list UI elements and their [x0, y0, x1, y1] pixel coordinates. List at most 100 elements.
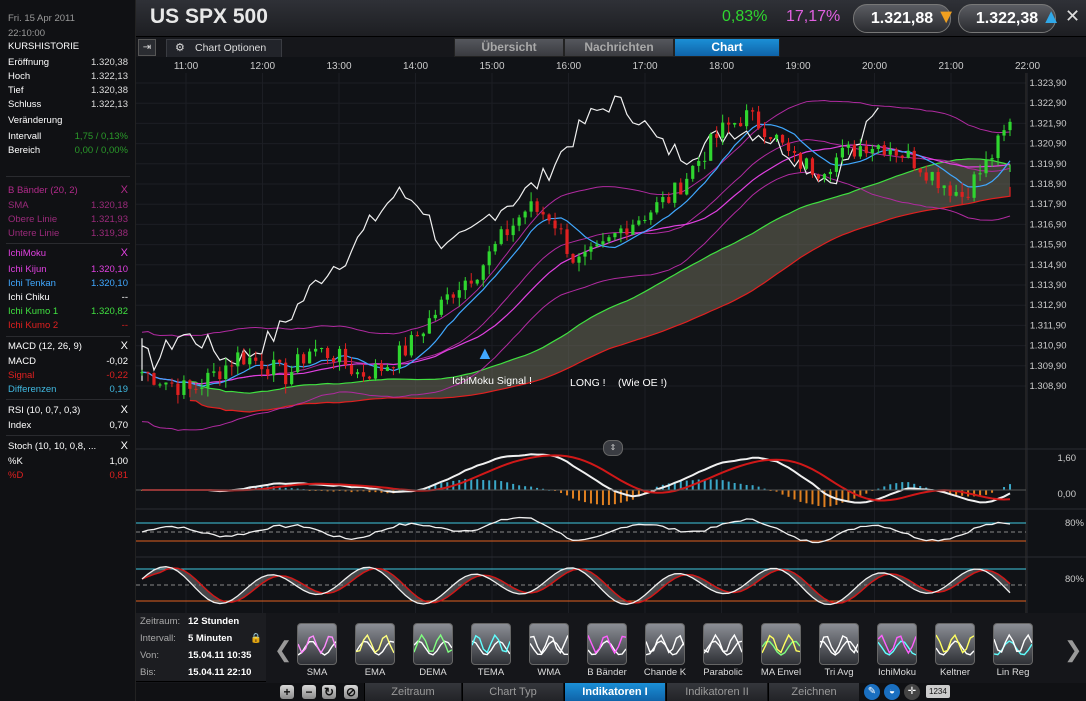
shapes-icon[interactable]: ◒ — [884, 684, 900, 700]
indicator-ema[interactable]: EMA — [352, 623, 398, 679]
indicator-ma-envel[interactable]: MA Envel — [758, 623, 804, 679]
tab-chart-type[interactable]: Chart Typ — [462, 683, 563, 701]
indicator-label: Chande K — [643, 667, 687, 678]
tab-news[interactable]: Nachrichten — [564, 38, 674, 57]
indicator-b-b-nder[interactable]: B Bänder — [584, 623, 630, 679]
bollinger-upper — [141, 100, 1011, 337]
chart-options-tab[interactable]: ⚙ Chart Optionen — [166, 39, 282, 57]
bollinger-sma-row: SMA 1.320,18 — [8, 200, 128, 211]
pane-resize-handle[interactable]: ⇕ — [603, 440, 623, 456]
lock-icon[interactable]: 🔒 — [250, 633, 262, 644]
candle-body — [900, 155, 904, 158]
candle-body — [918, 168, 922, 173]
candle-body — [864, 146, 868, 154]
macd-histogram-bar — [709, 479, 712, 490]
candle-body — [727, 122, 731, 125]
indicator-tri-avg[interactable]: Tri Avg — [816, 623, 862, 679]
macd-line — [142, 453, 1011, 504]
candle-body — [876, 145, 880, 149]
sell-price: 1.321,88 — [870, 10, 934, 27]
macd-close-button[interactable]: X — [120, 340, 128, 352]
indicator-keltner[interactable]: Keltner — [932, 623, 978, 679]
rsi-close-button[interactable]: X — [120, 404, 128, 416]
macd-histogram-bar — [362, 490, 365, 492]
indicator-ichimoku[interactable]: IchiMoku — [874, 623, 920, 679]
tab-chart[interactable]: Chart — [674, 38, 780, 57]
time-label: 14:00 — [403, 61, 428, 72]
macd-histogram-bar — [751, 485, 754, 490]
ichimoku-cloud — [189, 158, 1011, 412]
candle-body — [571, 253, 575, 263]
tab-indicators-2[interactable]: Indikatoren II — [666, 683, 767, 701]
crosshair-icon[interactable]: ✛ — [904, 684, 920, 700]
ichimoku-close-button[interactable]: X — [120, 247, 128, 259]
indicator-sma[interactable]: SMA — [294, 623, 340, 679]
indicator-tema[interactable]: TEMA — [468, 623, 514, 679]
bollinger-close-button[interactable]: X — [120, 184, 128, 196]
candle-body — [637, 220, 641, 225]
macd-histogram-bar — [368, 490, 371, 493]
candle-body — [685, 178, 689, 195]
candle-body — [146, 372, 150, 374]
macd-histogram-bar — [721, 480, 724, 490]
time-label: 13:00 — [326, 61, 351, 72]
tab-timespan[interactable]: Zeitraum — [364, 683, 461, 701]
zoom-in-button[interactable]: + — [280, 685, 294, 699]
candle-body — [385, 367, 390, 371]
time-label: 20:00 — [862, 61, 887, 72]
sell-price-button[interactable]: 1.321,88 ▼ — [853, 4, 956, 33]
collapse-sidebar-button[interactable]: ⇥ — [138, 39, 156, 56]
candle-body — [840, 147, 844, 158]
candle-body — [469, 280, 473, 284]
zoom-out-button[interactable]: − — [302, 685, 316, 699]
close-icon[interactable]: ✕ — [1065, 6, 1081, 26]
stoch-close-button[interactable]: X — [120, 440, 128, 452]
info-timespan: Zeitraum: 12 Stunden — [136, 613, 266, 631]
candle-body — [655, 202, 659, 213]
macd-histogram-bar — [595, 490, 598, 505]
candle-body — [487, 251, 491, 266]
price-chart[interactable]: 11:00 12:00 13:00 14:00 15:00 16:00 17:00 18:00… — [136, 57, 1086, 613]
candle-body — [583, 251, 587, 257]
indicator-parabolic[interactable]: Parabolic — [700, 623, 746, 679]
indicator-chande-k[interactable]: Chande K — [642, 623, 688, 679]
candle-body — [691, 165, 695, 179]
candle-body — [936, 172, 940, 189]
chart-area[interactable]: 11:00 12:00 13:00 14:00 15:00 16:00 17:00 18:00… — [136, 57, 1086, 613]
macd-histogram-bar — [428, 486, 431, 490]
candle-body — [996, 135, 1000, 159]
low-row: Tief 1.320,38 — [8, 85, 128, 96]
indicator-dema[interactable]: DEMA — [410, 623, 456, 679]
ichi-kumo2-row: Ichi Kumo 2 -- — [8, 320, 128, 331]
info-interval[interactable]: Intervall: 5 Minuten 🔒 — [136, 630, 266, 648]
indicator-label: Tri Avg — [824, 667, 854, 678]
candle-body — [798, 152, 803, 169]
candle-body — [481, 265, 485, 280]
price-label: 1.321,90 — [1030, 118, 1067, 129]
no-entry-icon[interactable]: ⊘ — [344, 685, 358, 699]
tab-overview[interactable]: Übersicht — [454, 38, 564, 57]
numbers-badge[interactable]: 1234 — [926, 685, 950, 698]
chevron-left-icon[interactable]: ❮ — [274, 637, 293, 662]
candle-body — [308, 351, 312, 364]
macd-histogram-bar — [278, 486, 281, 490]
indicator-lin-reg[interactable]: Lin Reg — [990, 623, 1036, 679]
candle-body — [188, 380, 192, 389]
tab-indicators-1[interactable]: Indikatoren I — [564, 683, 665, 701]
candle-body — [325, 347, 330, 359]
price-label: 1.316,90 — [1030, 219, 1067, 230]
pencil-icon[interactable]: ✎ — [864, 684, 880, 700]
indicator-label: MA Envel — [760, 667, 802, 678]
indicator-label: IchiMoku — [877, 667, 916, 678]
indicator-label: B Bänder — [587, 667, 627, 678]
time-label: 15:00 — [479, 61, 504, 72]
indicator-wma[interactable]: WMA — [526, 623, 572, 679]
candle-body — [409, 335, 413, 356]
candle-body — [960, 192, 964, 197]
candle-body — [397, 345, 402, 369]
refresh-icon[interactable]: ↻ — [322, 685, 336, 699]
price-label: 1.314,90 — [1030, 260, 1067, 271]
buy-price-button[interactable]: 1.322,38 ▲ — [958, 4, 1061, 33]
tab-draw[interactable]: Zeichnen — [768, 683, 859, 701]
chevron-right-icon[interactable]: ❯ — [1064, 637, 1083, 662]
